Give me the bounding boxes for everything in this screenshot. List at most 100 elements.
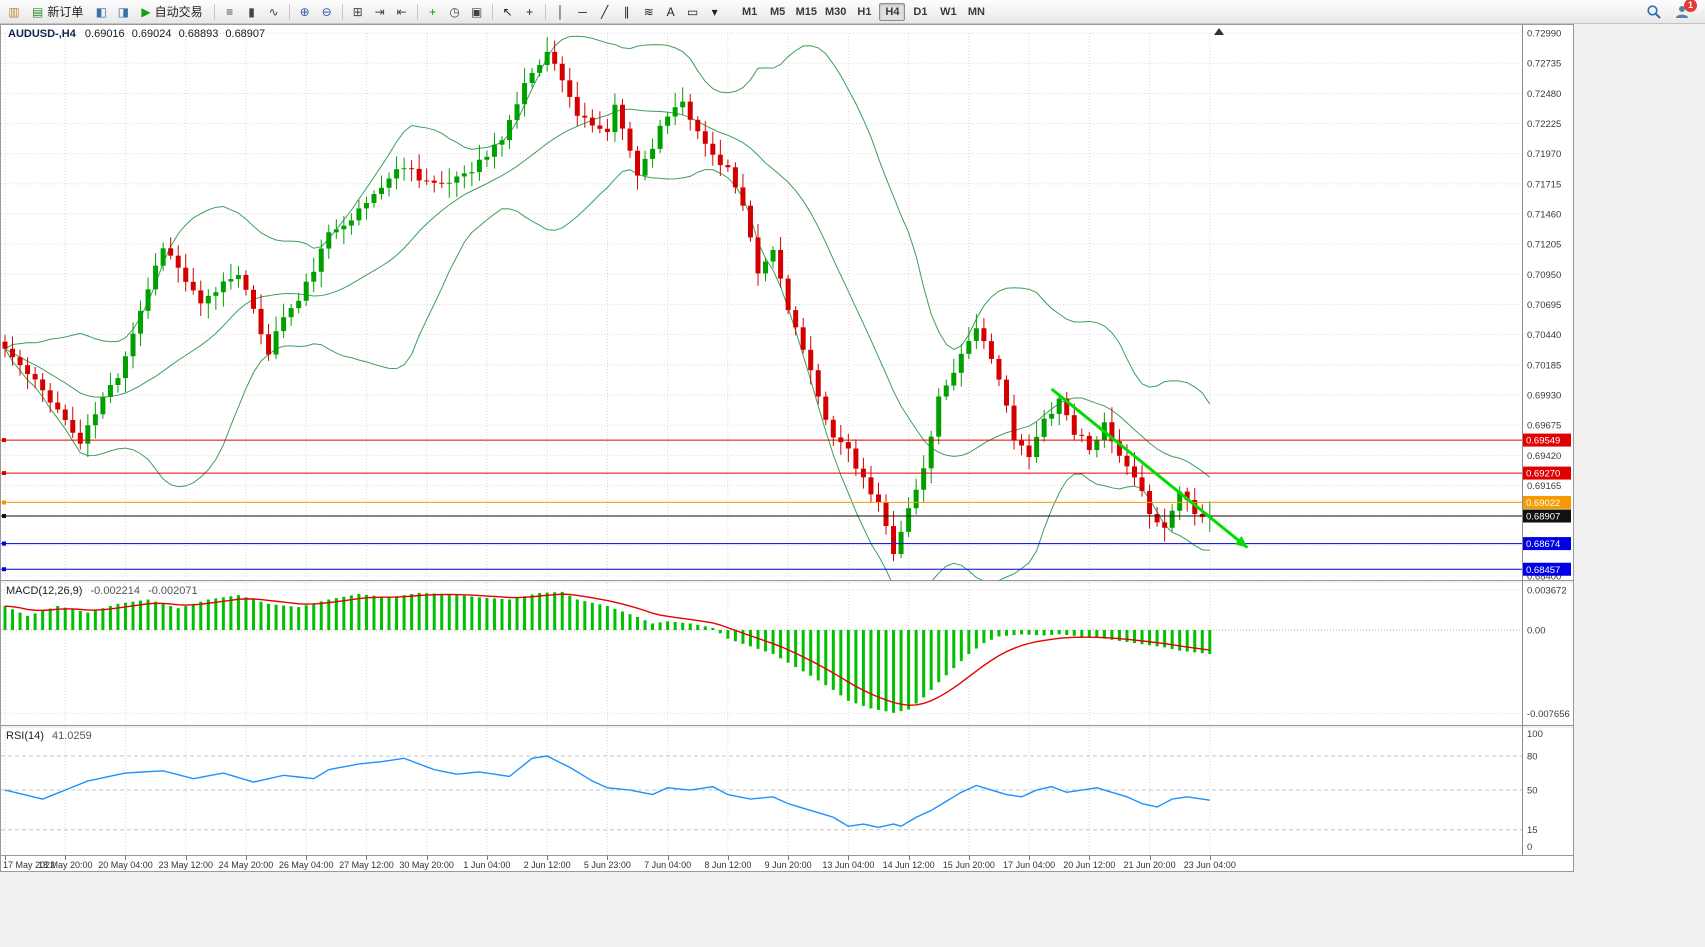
macd-axis-label: 0.003672 bbox=[1527, 586, 1567, 597]
rsi-indicator-pane[interactable]: 100 80 50 15 0 bbox=[1, 728, 1571, 855]
hline-0.69270[interactable] bbox=[1, 471, 1522, 476]
label-tool-icon[interactable]: ▭ bbox=[682, 2, 704, 22]
price-axis-separator bbox=[1522, 25, 1523, 871]
channel-icon[interactable]: ∥ bbox=[616, 2, 638, 22]
pane-splitter-rsi[interactable] bbox=[1, 725, 1573, 728]
time-label: 20 Jun 12:00 bbox=[1063, 860, 1116, 870]
main-chart-pane[interactable]: 0.684000.686550.689100.691650.694200.696… bbox=[1, 25, 1571, 581]
toolbar-separator bbox=[213, 3, 215, 20]
shift-end-marker[interactable] bbox=[1214, 28, 1224, 35]
tile-windows-icon: ⊞ bbox=[352, 4, 363, 19]
trendline-icon: ╱ bbox=[600, 4, 609, 19]
rsi-axis[interactable]: 100 80 50 15 0 bbox=[1527, 729, 1543, 853]
tab-timeframe-M15[interactable]: M15 bbox=[795, 5, 818, 18]
search-icon[interactable] bbox=[1644, 2, 1664, 22]
price-axis-label: 0.71970 bbox=[1527, 149, 1561, 160]
auto-scroll-icon[interactable]: ⇥ bbox=[369, 2, 391, 22]
horizontal-line-icon[interactable]: ─ bbox=[572, 2, 594, 22]
price-axis[interactable]: 0.684000.686550.689100.691650.694200.696… bbox=[1523, 29, 1571, 581]
macd-axis[interactable]: 0.003672 0.00 -0.007656 bbox=[1527, 586, 1570, 720]
tab-timeframe-M1[interactable]: M1 bbox=[741, 5, 758, 18]
new-order-button[interactable]: ▤ 新订单 bbox=[25, 2, 90, 22]
line-chart-icon[interactable]: ∿ bbox=[263, 2, 285, 22]
trend-arrow[interactable] bbox=[1050, 387, 1249, 549]
time-tick bbox=[1089, 856, 1091, 860]
shapes-dropdown-icon[interactable]: ▾ bbox=[704, 2, 726, 22]
price-tag-0.69270: 0.69270 bbox=[1523, 466, 1571, 480]
fibonacci-icon[interactable]: ≋ bbox=[638, 2, 660, 22]
ohlc-high: 0.69024 bbox=[131, 28, 172, 40]
bar-chart-icon[interactable]: ≡ bbox=[219, 2, 241, 22]
macd-indicator-pane[interactable]: 0.003672 0.00 -0.007656 bbox=[1, 583, 1571, 725]
new-order-button-label: 新订单 bbox=[47, 5, 84, 19]
fibonacci-icon: ≋ bbox=[643, 4, 654, 19]
hline-0.68457[interactable] bbox=[1, 567, 1522, 572]
community-notifications-icon[interactable]: 1 bbox=[1672, 0, 1697, 22]
time-tick bbox=[486, 856, 488, 860]
price-axis-label: 0.72480 bbox=[1527, 89, 1561, 100]
templates-icon[interactable]: ▣ bbox=[466, 2, 488, 22]
tab-timeframe-MN[interactable]: MN bbox=[967, 5, 985, 18]
zoom-in-icon[interactable]: ⊕ bbox=[294, 2, 316, 22]
time-tick bbox=[65, 856, 67, 860]
main-gridlines bbox=[1, 32, 1522, 577]
market-watch-icon[interactable]: ◧ bbox=[90, 2, 112, 22]
time-label: 13 Jun 04:00 bbox=[822, 860, 875, 870]
svg-text:0.69270: 0.69270 bbox=[1526, 469, 1560, 480]
ohlc-open: 0.69016 bbox=[84, 28, 125, 40]
text-tool-icon[interactable]: A bbox=[660, 2, 682, 22]
time-axis[interactable]: 17 May 2022 18 May 20:00 20 May 04:00 23 Ma… bbox=[1, 855, 1573, 871]
hline-0.69022[interactable] bbox=[1, 500, 1522, 505]
rsi-line bbox=[4, 755, 1210, 829]
vertical-line-icon[interactable]: │ bbox=[550, 2, 572, 22]
rsi-axis-label: 100 bbox=[1527, 729, 1543, 740]
magnifier-glyph bbox=[1647, 4, 1661, 19]
candlestick-chart-icon[interactable]: ▮ bbox=[241, 2, 263, 22]
auto-trading-button[interactable]: ▶ 自动交易 bbox=[134, 2, 209, 22]
tab-timeframe-W1[interactable]: W1 bbox=[940, 5, 957, 18]
price-tag-0.69549: 0.69549 bbox=[1523, 433, 1571, 447]
rsi-axis-label: 80 bbox=[1527, 752, 1538, 763]
price-tag-0.68457: 0.68457 bbox=[1523, 562, 1571, 576]
price-axis-label: 0.70695 bbox=[1527, 300, 1561, 311]
hline-0.69549[interactable] bbox=[1, 438, 1522, 443]
chart-window bbox=[0, 24, 1574, 872]
trendline-icon[interactable]: ╱ bbox=[594, 2, 616, 22]
time-label: 8 Jun 12:00 bbox=[704, 860, 752, 870]
time-tick bbox=[1149, 856, 1151, 860]
zoom-out-icon[interactable]: ⊖ bbox=[316, 2, 338, 22]
svg-text:0.68674: 0.68674 bbox=[1526, 539, 1560, 550]
tab-timeframe-M5[interactable]: M5 bbox=[769, 5, 786, 18]
indicators-icon[interactable]: + bbox=[422, 2, 444, 22]
time-label: 17 May 2022 bbox=[3, 860, 56, 870]
crosshair-icon[interactable]: + bbox=[519, 2, 541, 22]
chart-shift-icon[interactable]: ⇤ bbox=[391, 2, 413, 22]
time-tick bbox=[245, 856, 247, 860]
time-tick bbox=[426, 856, 428, 860]
macd-name: MACD(12,26,9) bbox=[6, 585, 83, 597]
tab-timeframe-H1[interactable]: H1 bbox=[857, 5, 872, 18]
charts-toolbar-icon[interactable]: ▥ bbox=[3, 2, 25, 22]
price-axis-label: 0.69165 bbox=[1527, 481, 1561, 492]
price-axis-label: 0.71715 bbox=[1527, 179, 1561, 190]
price-tag-0.68674: 0.68674 bbox=[1523, 537, 1571, 551]
timeframe-tabs: M1 M5 M15 M30 H1 H4 D1 W1 MN bbox=[736, 2, 991, 21]
zoom-out-icon: ⊖ bbox=[321, 4, 332, 19]
toolbar-separator bbox=[544, 3, 546, 20]
tile-windows-icon[interactable]: ⊞ bbox=[347, 2, 369, 22]
vertical-line-icon: │ bbox=[556, 4, 565, 19]
navigator-icon[interactable]: ◨ bbox=[112, 2, 134, 22]
line-chart-icon: ∿ bbox=[268, 4, 279, 19]
macd-value-signal: -0.002071 bbox=[148, 585, 198, 597]
time-label: 21 Jun 20:00 bbox=[1123, 860, 1176, 870]
cursor-icon[interactable]: ↖ bbox=[497, 2, 519, 22]
tab-timeframe-H4[interactable]: H4 bbox=[879, 2, 906, 21]
hline-0.68674[interactable] bbox=[1, 541, 1522, 546]
periods-icon[interactable]: ◷ bbox=[444, 2, 466, 22]
price-tag-0.68907: 0.68907 bbox=[1523, 509, 1571, 523]
pane-splitter-macd[interactable] bbox=[1, 580, 1573, 583]
tab-timeframe-D1[interactable]: D1 bbox=[913, 5, 928, 18]
indicators-icon: + bbox=[429, 4, 437, 19]
hline-0.68907[interactable] bbox=[1, 514, 1522, 519]
tab-timeframe-M30[interactable]: M30 bbox=[825, 5, 847, 18]
